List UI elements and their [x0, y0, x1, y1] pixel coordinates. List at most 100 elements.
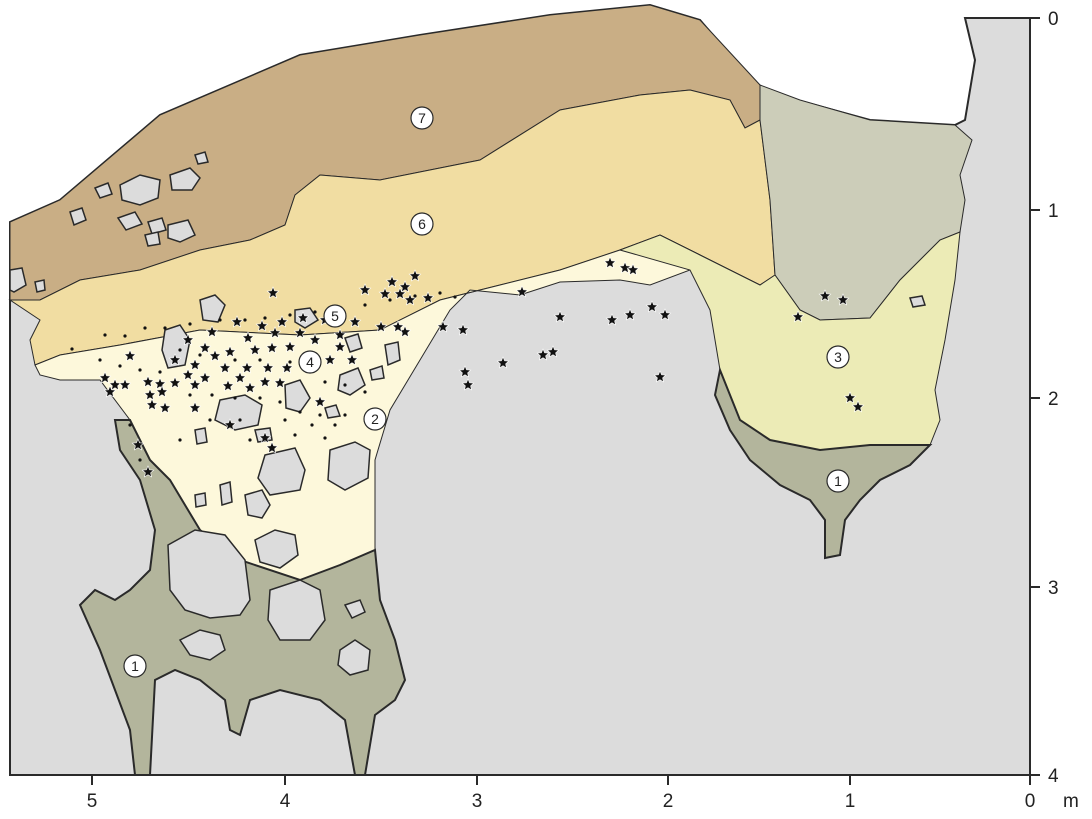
- dot-icon: [138, 368, 142, 372]
- dot-icon: [438, 291, 442, 295]
- star-icon: [273, 376, 287, 389]
- depth-tick-label: 2: [1048, 389, 1059, 410]
- star-icon: [223, 418, 237, 431]
- star-icon: [408, 269, 422, 282]
- star-icon: [141, 375, 155, 388]
- stone: [284, 379, 311, 413]
- layer-label-1: 1: [123, 654, 147, 678]
- star-icon: [155, 385, 169, 398]
- star-icon: [255, 319, 269, 332]
- find-markers: [70, 256, 865, 478]
- dot-icon: [313, 310, 317, 314]
- star-icon: [243, 381, 257, 394]
- star-icon: [261, 361, 275, 374]
- star-icon: [168, 376, 182, 389]
- star-icon: [605, 313, 619, 326]
- distance-tick-label: 0: [1025, 791, 1036, 812]
- layer-label-4: 4: [298, 350, 322, 374]
- star-icon: [283, 340, 297, 353]
- distance-tick-label: 4: [280, 791, 291, 812]
- star-icon: [223, 345, 237, 358]
- star-icon: [258, 431, 272, 444]
- bedrock-pocket: [167, 529, 251, 619]
- star-icon: [268, 326, 282, 339]
- star-icon: [536, 348, 550, 361]
- dot-icon: [103, 333, 107, 337]
- star-icon: [118, 378, 132, 391]
- dot-icon: [298, 410, 302, 414]
- star-icon: [153, 377, 167, 390]
- dot-icon: [98, 358, 102, 362]
- stone: [909, 295, 926, 308]
- stone: [167, 219, 196, 243]
- dot-icon: [278, 400, 282, 404]
- stone: [9, 267, 27, 293]
- star-icon: [436, 320, 450, 333]
- stone: [327, 441, 371, 491]
- depth-tick-label: 4: [1048, 766, 1059, 787]
- star-icon: [385, 275, 399, 288]
- star-icon: [188, 401, 202, 414]
- star-icon: [818, 289, 832, 302]
- stone: [144, 231, 161, 247]
- star-icon: [374, 320, 388, 333]
- star-icon: [623, 308, 637, 321]
- star-icon: [188, 378, 202, 391]
- dot-icon: [323, 436, 327, 440]
- layer-label-circle: [410, 212, 434, 236]
- stone: [324, 404, 342, 419]
- stone: [369, 365, 385, 381]
- star-icon: [391, 320, 405, 333]
- star-icon: [308, 333, 322, 346]
- stone: [254, 529, 299, 569]
- star-icon: [658, 308, 672, 321]
- star-icon: [296, 311, 310, 324]
- dot-icon: [210, 393, 214, 397]
- stone: [161, 324, 191, 369]
- dot-icon: [310, 423, 314, 427]
- star-icon: [141, 465, 155, 478]
- dot-icon: [188, 393, 192, 397]
- star-icon: [168, 353, 182, 366]
- star-icon: [603, 256, 617, 269]
- layer-1-right-area: [713, 366, 933, 560]
- layer-label-circle: [410, 106, 434, 130]
- star-icon: [843, 391, 857, 404]
- layer-label-text: 2: [371, 411, 379, 427]
- layer-label-3: 3: [826, 345, 850, 369]
- dot-icon: [343, 383, 347, 387]
- dot-icon: [218, 318, 222, 322]
- star-icon: [158, 401, 172, 414]
- star-icon: [645, 300, 659, 313]
- dot-icon: [323, 380, 327, 384]
- star-icon: [280, 361, 294, 374]
- depth-tick-label: 0: [1048, 9, 1059, 30]
- dot-icon: [198, 353, 202, 357]
- layer-label-text: 5: [331, 308, 339, 324]
- stone: [119, 174, 161, 206]
- dot-icon: [288, 313, 292, 317]
- layer-label-6: 6: [410, 212, 434, 236]
- dot-icon: [118, 364, 122, 368]
- layer-label-text: 1: [131, 658, 139, 674]
- dot-icon: [178, 438, 182, 442]
- dot-icon: [258, 358, 262, 362]
- dot-icon: [238, 418, 242, 422]
- star-icon: [181, 333, 195, 346]
- dot-icon: [388, 298, 392, 302]
- distance-tick-label: 2: [663, 791, 674, 812]
- distance-axis-ticks: 5 4 3 2 1 0: [87, 775, 1036, 812]
- star-icon: [618, 261, 632, 274]
- bedrock-pocket: [337, 639, 371, 676]
- star-icon: [398, 280, 412, 293]
- layer-label-circle: [323, 304, 347, 328]
- layer-label-circle: [826, 469, 850, 493]
- stone: [147, 217, 167, 235]
- star-icon: [791, 310, 805, 323]
- stone: [384, 341, 401, 367]
- dot-icon: [363, 303, 367, 307]
- bedrock-pocket: [267, 579, 326, 641]
- stone: [194, 427, 208, 445]
- layer-label-text: 1: [834, 473, 842, 489]
